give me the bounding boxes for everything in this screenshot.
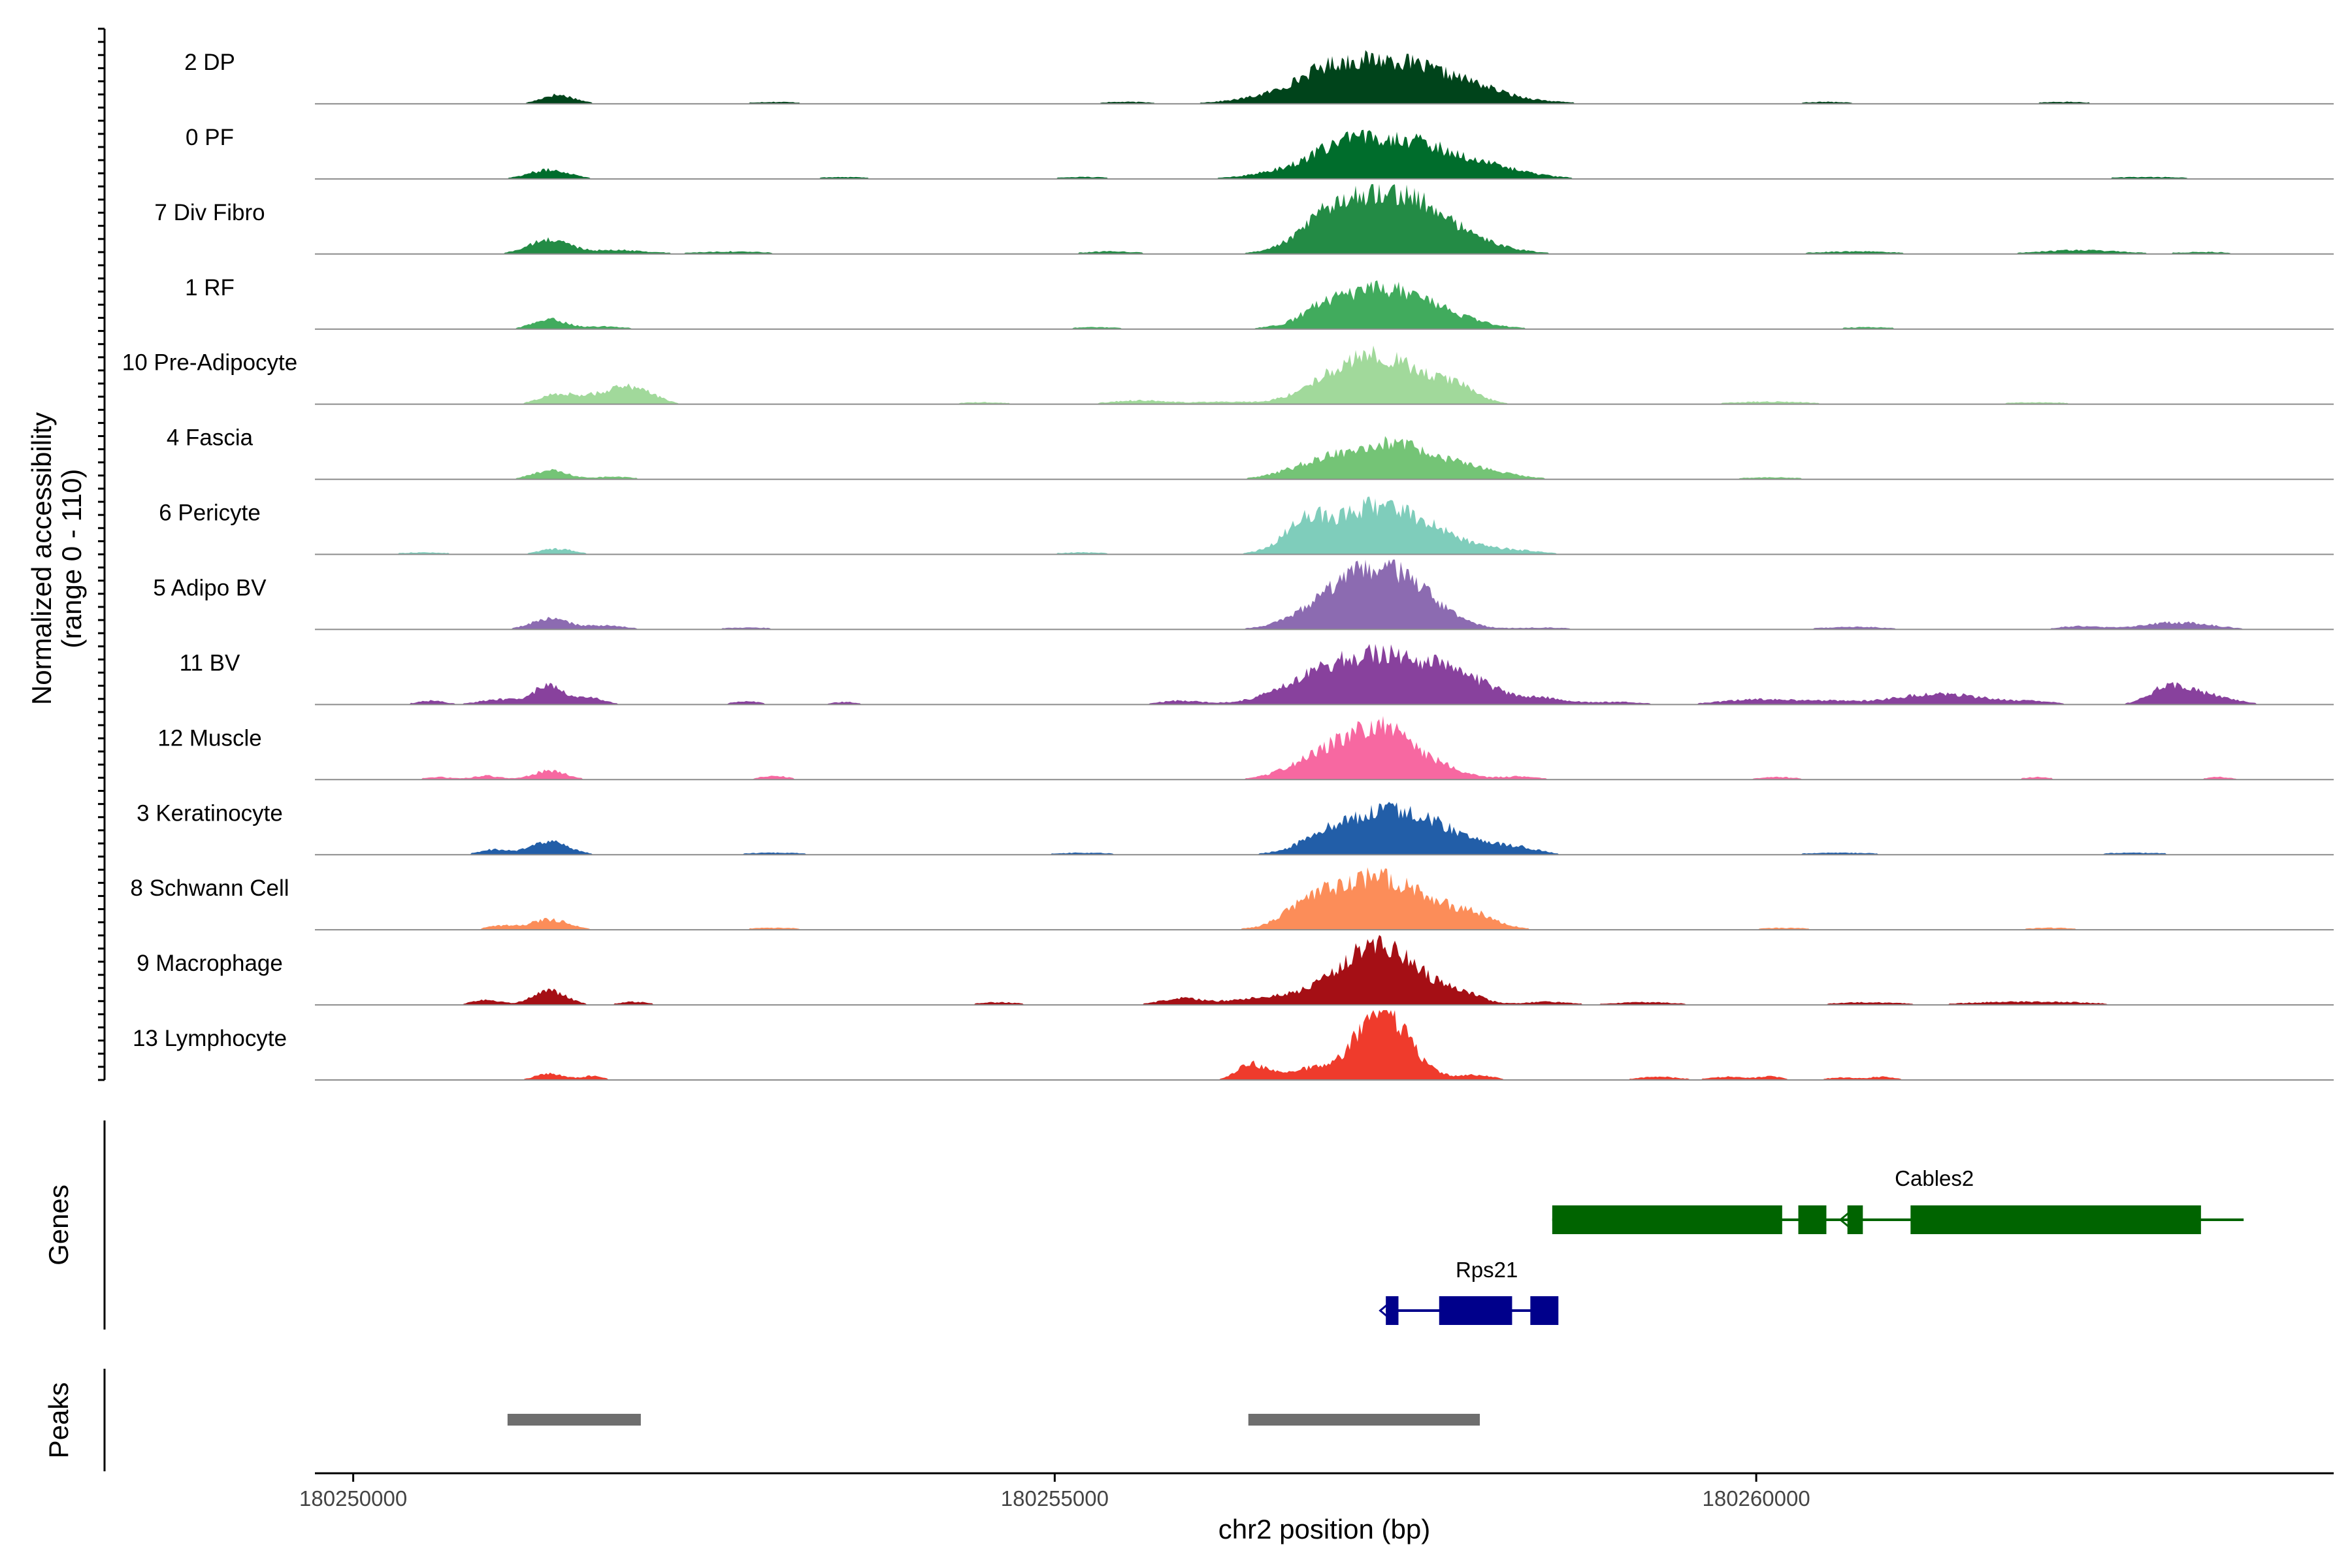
- track-4-fascia: 4 Fascia: [167, 425, 2334, 480]
- gene-label-cables2: Cables2: [1895, 1166, 1974, 1190]
- track-5-adipo-bv: 5 Adipo BV: [153, 559, 2334, 630]
- track-label-11-bv: 11 BV: [180, 650, 240, 676]
- track-label-1-rf: 1 RF: [185, 275, 235, 301]
- track-label-2-dp: 2 DP: [184, 50, 235, 75]
- coverage-area-12-muscle: [315, 715, 2334, 780]
- track-11-bv: 11 BV: [180, 644, 2334, 706]
- gene-exon-cables2: [1910, 1205, 2201, 1234]
- coverage-area-9-macrophage: [315, 935, 2334, 1005]
- gene-exon-cables2: [1798, 1205, 1827, 1234]
- genes-panel-label: Genes: [43, 1184, 74, 1266]
- track-9-macrophage: 9 Macrophage: [137, 935, 2334, 1006]
- track-10-pre-adipocyte: 10 Pre-Adipocyte: [122, 345, 2334, 405]
- y-axis-title-group: Normalized accessibility (range 0 - 110): [26, 412, 87, 705]
- y-axis-title-line1: Normalized accessibility: [26, 412, 57, 705]
- track-label-7-div-fibro: 7 Div Fibro: [154, 200, 265, 225]
- coverage-area-11-bv: [315, 644, 2334, 705]
- peak-region-0: [507, 1414, 641, 1426]
- track-6-pericyte: 6 Pericyte: [159, 497, 2334, 555]
- gene-cables2: Cables2: [1552, 1166, 2244, 1234]
- track-label-0-pf: 0 PF: [186, 125, 234, 150]
- x-tick-label: 180260000: [1703, 1486, 1810, 1511]
- coverage-area-0-pf: [315, 129, 2334, 179]
- gene-exon-rps21: [1386, 1296, 1399, 1325]
- coverage-area-2-dp: [315, 50, 2334, 104]
- track-0-pf: 0 PF: [186, 125, 2334, 180]
- track-label-4-fascia: 4 Fascia: [167, 425, 253, 451]
- gene-exon-cables2: [1847, 1205, 1863, 1234]
- coverage-area-8-schwann-cell: [315, 867, 2334, 930]
- track-label-8-schwann-cell: 8 Schwann Cell: [130, 875, 289, 901]
- track-2-dp: 2 DP: [184, 50, 2334, 105]
- coverage-y-axis: [98, 27, 106, 1081]
- y-axis-title-line2: (range 0 - 110): [56, 469, 87, 649]
- track-12-muscle: 12 Muscle: [157, 715, 2334, 781]
- track-label-6-pericyte: 6 Pericyte: [159, 500, 261, 526]
- x-tick-label: 180250000: [299, 1486, 407, 1511]
- track-8-schwann-cell: 8 Schwann Cell: [130, 867, 2334, 931]
- strand-arrow-icon: [1379, 1303, 1389, 1318]
- genes-panel: Genes Cables2 Rps21: [43, 1120, 2244, 1330]
- x-axis-title: chr2 position (bp): [1218, 1514, 1431, 1544]
- coverage-area-5-adipo-bv: [315, 559, 2334, 630]
- gene-rps21: Rps21: [1379, 1258, 1559, 1325]
- track-3-keratinocyte: 3 Keratinocyte: [137, 800, 2334, 856]
- track-label-3-keratinocyte: 3 Keratinocyte: [137, 800, 283, 826]
- coverage-area-3-keratinocyte: [315, 802, 2334, 855]
- coverage-area-13-lymphocyte: [315, 1010, 2334, 1080]
- gene-exon-cables2: [1552, 1205, 1782, 1234]
- peaks-panel: Peaks: [43, 1369, 1480, 1471]
- track-label-12-muscle: 12 Muscle: [157, 725, 262, 751]
- coverage-area-1-rf: [315, 280, 2334, 329]
- track-7-div-fibro: 7 Div Fibro: [154, 184, 2334, 255]
- track-13-lymphocyte: 13 Lymphocyte: [133, 1010, 2334, 1081]
- track-label-9-macrophage: 9 Macrophage: [137, 951, 283, 976]
- gene-exon-rps21: [1530, 1296, 1559, 1325]
- coverage-area-6-pericyte: [315, 497, 2334, 555]
- coverage-area-10-pre-adipocyte: [315, 345, 2334, 404]
- x-axis: 180250000 180255000 180260000 chr2 positio…: [299, 1472, 2334, 1544]
- track-label-5-adipo-bv: 5 Adipo BV: [153, 576, 267, 601]
- peak-region-1: [1248, 1414, 1480, 1426]
- coverage-area-4-fascia: [315, 436, 2334, 480]
- peaks-panel-label: Peaks: [43, 1382, 74, 1459]
- strand-arrow-icon: [1838, 1212, 1849, 1228]
- x-tick-label: 180255000: [1001, 1486, 1109, 1511]
- gene-label-rps21: Rps21: [1456, 1258, 1518, 1282]
- gene-exon-rps21: [1439, 1296, 1512, 1325]
- coverage-area-7-div-fibro: [315, 184, 2334, 254]
- track-label-13-lymphocyte: 13 Lymphocyte: [133, 1026, 287, 1051]
- track-label-10-pre-adipocyte: 10 Pre-Adipocyte: [122, 350, 297, 376]
- coverage-tracks: 2 DP 0 PF 7 Div Fibro 1 RF 10 Pre-Adipocyte 4…: [122, 50, 2334, 1081]
- track-1-rf: 1 RF: [185, 275, 2334, 330]
